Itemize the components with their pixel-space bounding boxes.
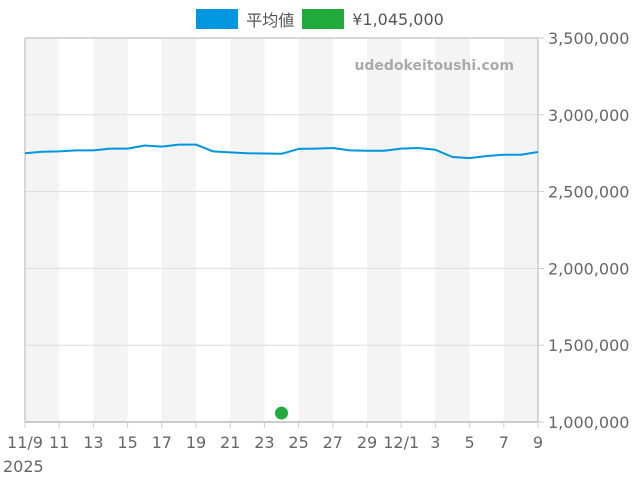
band — [435, 38, 470, 422]
legend-item-price[interactable]: ¥1,045,000 — [302, 9, 444, 29]
y-tick-label: 3,000,000 — [548, 106, 629, 125]
x-tick-label: 3 — [430, 433, 440, 452]
legend-label-price: ¥1,045,000 — [352, 9, 444, 29]
band — [25, 38, 60, 422]
x-tick-label: 11/9 — [7, 433, 43, 452]
x-axis-labels: 11/9 11 13 15 17 19 21 23 25 27 29 12/1 3 5 7 9 2025 — [3, 422, 543, 476]
watermark: udedokeitoushi.com — [354, 58, 514, 74]
average-price-line[interactable] — [24, 143, 539, 160]
band — [503, 38, 538, 422]
x-tick-label: 5 — [465, 433, 475, 452]
axes — [24, 37, 539, 423]
x-tick-label: 15 — [117, 433, 137, 452]
x-tick-label: 29 — [357, 433, 377, 452]
band — [93, 38, 128, 422]
x-tick-label: 17 — [152, 433, 172, 452]
series-layer — [24, 143, 539, 420]
legend-label-average: 平均値 — [246, 11, 295, 30]
x-tick-label: 19 — [186, 433, 206, 452]
y-tick-label: 1,500,000 — [548, 336, 629, 355]
legend-swatch-price — [302, 9, 345, 29]
x-tick-label: 7 — [499, 433, 509, 452]
x-tick-label: 11 — [49, 433, 69, 452]
y-axis-labels: 1,000,000 1,500,000 2,000,000 2,500,000 3,00… — [538, 29, 629, 432]
alternating-bands — [25, 38, 538, 422]
x-tick-label: 23 — [254, 433, 274, 452]
y-tick-label: 2,000,000 — [548, 259, 629, 278]
price-point-dot[interactable] — [275, 406, 288, 420]
band — [367, 38, 402, 422]
legend-item-average[interactable]: 平均値 — [196, 7, 294, 31]
band — [161, 38, 196, 422]
y-tick-label: 3,500,000 — [548, 29, 629, 48]
y-tick-label: 2,500,000 — [548, 183, 629, 202]
x-tick-label: 13 — [83, 433, 103, 452]
x-tick-label: 12/1 — [383, 433, 419, 452]
x-tick-label: 25 — [288, 433, 308, 452]
y-tick-label: 1,000,000 — [548, 413, 629, 432]
x-tick-label: 9 — [533, 433, 543, 452]
band — [230, 38, 265, 422]
legend-swatch-average — [196, 9, 239, 29]
x-year-label: 2025 — [3, 457, 44, 476]
band — [298, 38, 333, 422]
chart-legend: 平均値 ¥1,045,000 — [0, 8, 640, 30]
x-tick-label: 27 — [323, 433, 343, 452]
x-tick-label: 21 — [220, 433, 240, 452]
